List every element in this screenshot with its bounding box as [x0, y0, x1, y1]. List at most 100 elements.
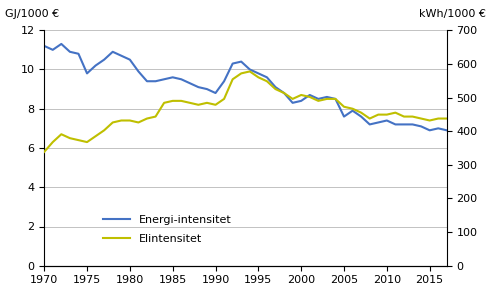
Elintensitet: [93, 134, 99, 138]
Energi-intensitet: [341, 115, 347, 118]
Energi-intensitet: [101, 58, 107, 62]
Energi-intensitet: [247, 68, 253, 71]
Energi-intensitet: [290, 101, 296, 104]
Elintensitet: [110, 121, 116, 124]
Elintensitet: [298, 93, 304, 97]
Energi-intensitet: [187, 81, 193, 85]
Elintensitet: [350, 107, 355, 111]
Energi-intensitet: [392, 123, 398, 126]
Elintensitet: [281, 91, 287, 95]
Energi-intensitet: [136, 70, 141, 73]
Energi-intensitet: [178, 78, 184, 81]
Elintensitet: [427, 119, 433, 122]
Elintensitet: [127, 119, 133, 122]
Line: Elintensitet: Elintensitet: [44, 72, 447, 152]
Energi-intensitet: [161, 78, 167, 81]
Energi-intensitet: [67, 50, 73, 54]
Elintensitet: [341, 105, 347, 109]
Elintensitet: [221, 97, 227, 101]
Energi-intensitet: [264, 76, 270, 79]
Elintensitet: [401, 115, 407, 118]
Text: GJ/1000 €: GJ/1000 €: [5, 9, 59, 19]
Energi-intensitet: [324, 95, 330, 99]
Energi-intensitet: [375, 121, 381, 124]
Energi-intensitet: [350, 109, 355, 112]
Energi-intensitet: [444, 129, 450, 132]
Elintensitet: [195, 103, 201, 107]
Energi-intensitet: [153, 79, 159, 83]
Energi-intensitet: [238, 60, 244, 63]
Elintensitet: [367, 117, 373, 120]
Elintensitet: [213, 103, 218, 107]
Energi-intensitet: [76, 52, 82, 56]
Elintensitet: [375, 113, 381, 116]
Elintensitet: [247, 70, 253, 73]
Energi-intensitet: [273, 85, 278, 89]
Energi-intensitet: [384, 119, 390, 122]
Energi-intensitet: [255, 72, 261, 75]
Elintensitet: [76, 138, 82, 142]
Energi-intensitet: [358, 115, 364, 118]
Elintensitet: [358, 111, 364, 114]
Energi-intensitet: [204, 87, 210, 91]
Energi-intensitet: [127, 58, 133, 62]
Elintensitet: [409, 115, 415, 118]
Energi-intensitet: [230, 62, 236, 66]
Elintensitet: [153, 115, 159, 118]
Energi-intensitet: [221, 79, 227, 83]
Elintensitet: [178, 99, 184, 103]
Energi-intensitet: [144, 79, 150, 83]
Energi-intensitet: [213, 91, 218, 95]
Elintensitet: [101, 128, 107, 132]
Elintensitet: [436, 117, 441, 120]
Energi-intensitet: [315, 97, 321, 101]
Elintensitet: [118, 119, 124, 122]
Elintensitet: [392, 111, 398, 114]
Elintensitet: [136, 121, 141, 124]
Energi-intensitet: [118, 54, 124, 58]
Elintensitet: [67, 137, 73, 140]
Elintensitet: [444, 117, 450, 120]
Elintensitet: [264, 79, 270, 83]
Elintensitet: [144, 117, 150, 120]
Energi-intensitet: [281, 91, 287, 95]
Energi-intensitet: [436, 127, 441, 130]
Energi-intensitet: [367, 123, 373, 126]
Elintensitet: [41, 150, 47, 154]
Elintensitet: [161, 101, 167, 104]
Elintensitet: [255, 76, 261, 79]
Elintensitet: [238, 72, 244, 75]
Energi-intensitet: [58, 42, 64, 46]
Elintensitet: [187, 101, 193, 104]
Elintensitet: [273, 87, 278, 91]
Elintensitet: [324, 97, 330, 101]
Elintensitet: [290, 97, 296, 101]
Energi-intensitet: [427, 129, 433, 132]
Elintensitet: [50, 140, 55, 144]
Energi-intensitet: [50, 48, 55, 52]
Energi-intensitet: [84, 72, 90, 75]
Energi-intensitet: [195, 85, 201, 89]
Elintensitet: [58, 132, 64, 136]
Energi-intensitet: [409, 123, 415, 126]
Energi-intensitet: [93, 64, 99, 67]
Elintensitet: [332, 97, 338, 101]
Energi-intensitet: [418, 124, 424, 128]
Elintensitet: [418, 117, 424, 120]
Line: Energi-intensitet: Energi-intensitet: [44, 44, 447, 130]
Elintensitet: [230, 77, 236, 81]
Energi-intensitet: [298, 99, 304, 103]
Energi-intensitet: [41, 44, 47, 48]
Energi-intensitet: [307, 93, 313, 97]
Elintensitet: [204, 101, 210, 104]
Elintensitet: [384, 113, 390, 116]
Energi-intensitet: [401, 123, 407, 126]
Elintensitet: [315, 99, 321, 103]
Legend: Energi-intensitet, Elintensitet: Energi-intensitet, Elintensitet: [98, 211, 236, 249]
Energi-intensitet: [110, 50, 116, 54]
Energi-intensitet: [170, 76, 176, 79]
Elintensitet: [170, 99, 176, 103]
Energi-intensitet: [332, 97, 338, 101]
Elintensitet: [307, 95, 313, 99]
Text: kWh/1000 €: kWh/1000 €: [419, 9, 486, 19]
